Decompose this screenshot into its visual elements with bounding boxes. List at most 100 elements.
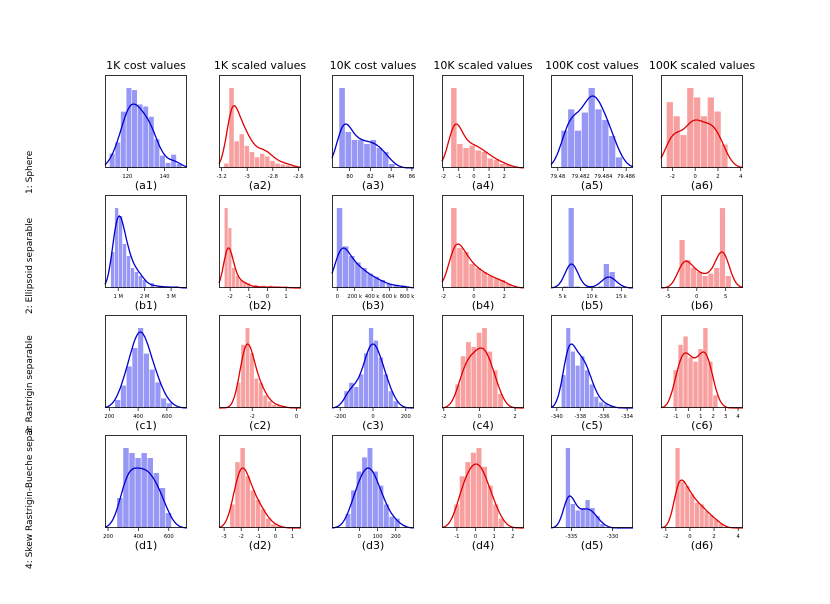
tick-label-b2-3: 1 (284, 294, 287, 300)
tick-label-c2-0: -2 (250, 414, 255, 420)
bar-b5-5 (603, 264, 609, 288)
bar-a2-12 (285, 165, 291, 168)
bar-d2-2 (240, 448, 245, 528)
bar-b1-6 (134, 272, 139, 288)
bar-b4-5 (481, 272, 487, 288)
bar-c1-8 (161, 398, 167, 408)
bar-d3-1 (351, 490, 356, 528)
axes-frame-a4 (442, 75, 524, 168)
panel-c6: -1 0 1 2 3 4 (660, 315, 743, 420)
bar-c2-6 (263, 395, 268, 408)
histogram-d5: -335 -330 (550, 435, 633, 540)
bar-d6-1 (680, 481, 685, 528)
axes-frame-d1 (105, 435, 187, 528)
bar-a3-3 (357, 140, 364, 168)
tick-label-a4-4: 2 (503, 174, 506, 180)
histogram-c5: -340 -338 -336 -334 (550, 315, 634, 420)
tick-label-b3-2: 400 k (365, 294, 380, 300)
histogram-d2: -3 -2 -1 0 1 (218, 435, 301, 540)
bar-d1-7 (159, 488, 166, 528)
bar-d1-6 (153, 473, 160, 528)
bar-a4-4 (475, 150, 481, 168)
tick-label-a2-3: -2.6 (293, 174, 303, 180)
tick-label-c1-1: 400 (133, 414, 143, 420)
bar-a5-7 (609, 136, 616, 168)
bar-b2-1 (228, 228, 232, 288)
tick-label-b3-4: 800 k (400, 294, 415, 300)
panel-b4: -2 0 2 (441, 195, 525, 300)
tick-label-d2-3: 0 (274, 534, 277, 540)
tick-label-a3-2: 84 (388, 174, 395, 180)
axes-frame-a1 (105, 75, 187, 168)
row-label-ellipsoid: 2: Ellipsoid separable (25, 217, 35, 314)
tick-label-b5-2: 15 k (616, 294, 627, 300)
bar-c3-1 (349, 382, 354, 408)
bar-c6-4 (693, 361, 698, 408)
bar-b6-3 (696, 272, 702, 288)
axes-frame-c3 (332, 315, 414, 408)
bar-d4-1 (459, 476, 465, 528)
axes-frame-c4 (442, 315, 524, 408)
bar-b6-1 (685, 260, 691, 288)
histogram-c3: -200 0 200 (331, 315, 414, 420)
bar-b3-2 (349, 256, 355, 288)
caption-c4: (c4) (472, 419, 494, 432)
axes-frame-a5 (551, 75, 633, 168)
tick-label-a5-0: 79.48 (550, 174, 565, 180)
bar-c6-5 (698, 349, 703, 408)
tick-label-a6-1: 0 (694, 174, 697, 180)
bar-b6-6 (714, 268, 720, 288)
panel-d5: -335 -330 (550, 435, 633, 540)
tick-label-b4-2: 2 (503, 294, 506, 300)
bar-b4-8 (499, 280, 506, 288)
caption-a5: (a5) (580, 179, 604, 192)
bar-a6-3 (687, 88, 694, 168)
bar-c6-7 (708, 361, 713, 408)
bar-b2-2 (232, 268, 236, 288)
tick-label-c3-0: -200 (334, 414, 346, 420)
caption-d4: (d4) (471, 539, 495, 552)
tick-label-a1-0: 120 (122, 174, 132, 180)
bar-c4-8 (498, 393, 503, 408)
tick-label-a5-2: 79.484 (594, 174, 613, 180)
bar-d6-9 (718, 523, 724, 528)
kde-curve-c1 (104, 331, 187, 409)
tick-label-c5-3: -334 (621, 414, 633, 420)
bar-a1-11 (171, 154, 177, 168)
bar-b6-8 (725, 276, 731, 288)
bar-a2-0 (224, 163, 229, 168)
panel-a1: 120 140 (104, 75, 188, 180)
histogram-a3: 80 82 84 86 (331, 75, 415, 180)
tick-label-c6-2: 1 (699, 414, 702, 420)
tick-label-b1-0: 1 M (114, 294, 123, 300)
bar-b1-0 (110, 252, 115, 288)
bar-d1-5 (147, 458, 153, 528)
column-title-10k-cost: 10K cost values (329, 59, 417, 72)
axes-frame-c6 (661, 315, 743, 408)
column-title-10k-scaled: 10K scaled values (433, 59, 533, 72)
caption-c5: (c5) (581, 419, 603, 432)
bar-d3-3 (362, 457, 367, 528)
bar-a3-2 (351, 140, 358, 168)
bar-c3-0 (344, 391, 349, 408)
tick-label-c4-2: 2 (513, 414, 516, 420)
histogram-a4: -2 -1 0 1 2 (441, 75, 525, 180)
caption-b1: (b1) (134, 299, 158, 312)
bar-a2-5 (249, 152, 255, 168)
histogram-c2: -2 0 (219, 315, 301, 420)
tick-label-a1-1: 140 (160, 174, 170, 180)
tick-label-b1-2: 3 M (166, 294, 175, 300)
bar-b1-2 (118, 216, 123, 288)
histogram-b1: 1 M 2 M 3 M (104, 195, 188, 300)
caption-b3: (b3) (361, 299, 385, 312)
bar-b3-5 (367, 273, 373, 288)
bar-d3-9 (394, 518, 400, 528)
bar-a1-4 (132, 90, 138, 168)
bar-c1-9 (166, 403, 173, 408)
tick-label-c1-2: 600 (162, 414, 172, 420)
bar-d3-5 (373, 471, 378, 528)
column-title-100k-scaled: 100K scaled values (648, 59, 756, 72)
bar-d3-2 (356, 471, 362, 528)
kde-curve-d4 (441, 463, 524, 529)
bar-d6-4 (694, 502, 699, 528)
